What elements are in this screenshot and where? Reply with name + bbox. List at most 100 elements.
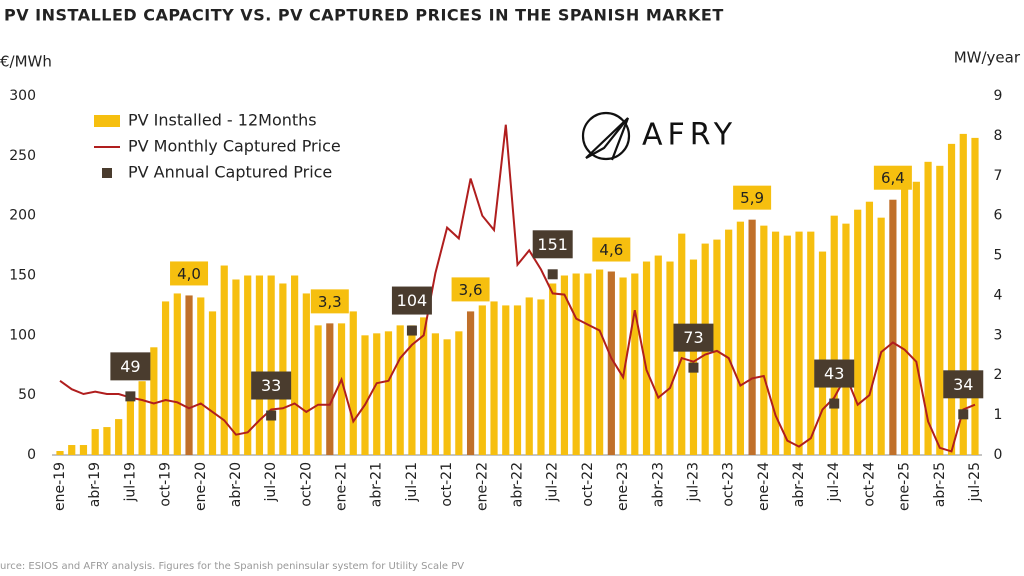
x-tick-label: jul-25 [967,462,983,503]
value-label: 73 [683,328,703,347]
bar [455,331,463,455]
value-label-box [451,277,490,302]
x-tick-label: jul-23 [685,462,701,503]
bar [666,261,674,455]
bar [830,215,838,455]
legend-label: PV Monthly Captured Price [128,137,341,156]
value-label-box [251,371,292,400]
bar [537,299,545,455]
y-axis-label: €/MWh [0,53,52,71]
x-tick-label: ene-21 [334,462,350,511]
value-label: 151 [537,235,568,254]
legend-label: PV Installed - 12Months [128,111,317,130]
bar [502,305,510,455]
bar [384,331,393,455]
bar [725,229,733,455]
bar [572,273,580,455]
bar [420,317,428,455]
bar [443,339,451,455]
x-tick-label: jul-22 [545,462,561,503]
value-label: 5,9 [740,189,764,207]
x-tick-label: ene-23 [615,462,631,511]
value-label-box [733,185,772,210]
value-label: 4,6 [599,241,623,259]
value-label-box [170,261,209,286]
x-tick-label: abr-21 [369,462,385,507]
legend-swatch [102,168,112,178]
bar [337,323,346,455]
bar [173,293,181,455]
bar [654,255,662,455]
bar [760,225,768,455]
bar [560,275,569,455]
bar [466,311,475,455]
x-tick-label: jul-24 [826,462,842,503]
x-tick-label: abr-20 [228,462,244,507]
bar [877,217,885,455]
bar [314,325,322,455]
bar [607,271,615,455]
bar [138,381,146,455]
y2-tick-label: 4 [994,287,1003,303]
y2-tick-label: 9 [994,88,1003,104]
bar [232,279,240,455]
bar [267,275,275,455]
x-tick-label: oct-20 [298,462,314,507]
bar [889,199,897,455]
y-tick-label: 150 [9,268,36,284]
bar [549,283,557,455]
bar [795,231,803,455]
x-tick-label: oct-21 [439,462,455,507]
bar [959,133,967,455]
y-tick-label: 300 [9,88,36,104]
y2-tick-label: 7 [994,168,1003,184]
bar [361,335,369,455]
bar [115,419,123,455]
x-tick-label: jul-20 [263,462,279,503]
logo: AFRY [581,111,732,161]
bar [736,221,744,455]
y-tick-label: 50 [18,387,36,403]
value-label: 34 [953,375,973,394]
bar [771,231,780,455]
x-tick-label: abr-24 [791,462,807,507]
bar [642,261,651,455]
x-tick-label: oct-24 [861,462,877,507]
line [59,124,976,453]
x-tick-label: oct-22 [580,462,596,507]
bar [854,209,862,455]
bar [748,219,756,455]
y2-axis-label: MW/year [954,49,1021,67]
chart-title: PV INSTALLED CAPACITY VS. PV CAPTURED PR… [4,6,724,25]
bar [619,277,627,455]
x-tick-label: jul-21 [404,462,420,503]
value-label-box [110,352,151,381]
bar [185,295,193,455]
bar [103,427,111,455]
bar [408,325,416,455]
value-label: 3,3 [318,293,342,311]
x-tick-label: ene-22 [474,462,490,511]
bar [525,297,533,455]
bar [842,223,850,455]
bar [971,137,979,455]
value-label-box [814,359,855,388]
bar [91,429,99,455]
value-label: 43 [824,364,844,383]
marker [958,409,969,420]
bar [513,305,522,455]
bar [865,201,874,455]
bar [220,265,228,455]
source-note: urce: ESIOS and AFRY analysis. Figures f… [0,561,464,572]
x-tick-label: abr-25 [932,462,948,507]
legend-label: PV Annual Captured Price [128,163,332,182]
x-tick-label: oct-23 [721,462,737,507]
bar [818,251,827,455]
y-tick-label: 200 [9,208,36,224]
bar [373,333,381,455]
y-tick-label: 0 [27,447,36,463]
y2-tick-label: 0 [994,447,1003,463]
value-label: 4,0 [177,265,201,283]
y2-tick-label: 5 [994,248,1003,264]
